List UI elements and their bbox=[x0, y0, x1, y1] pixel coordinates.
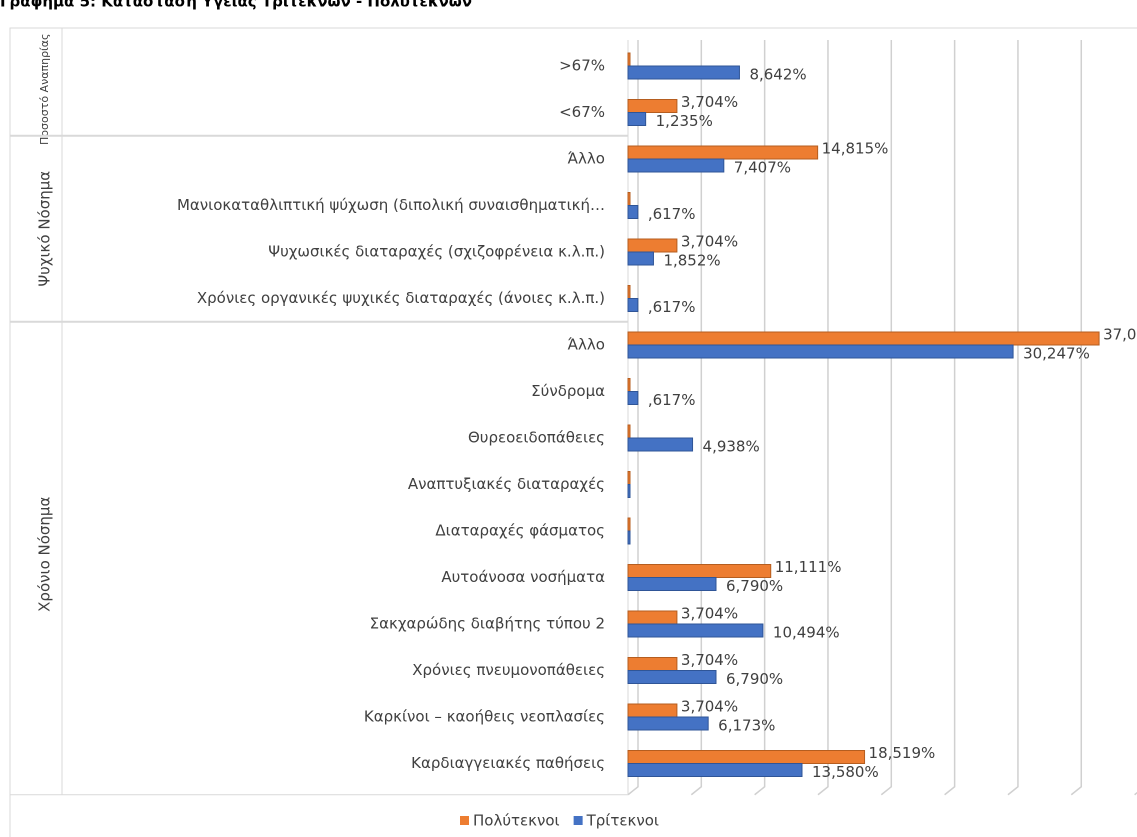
bar bbox=[627, 145, 819, 160]
data-label: 30,247% bbox=[1023, 345, 1090, 363]
category-label: Καρδιαγγειακές παθήσεις bbox=[411, 754, 605, 772]
legend-swatch bbox=[573, 816, 583, 825]
category-label: Αυτοάνοσα νοσήματα bbox=[441, 568, 605, 586]
data-label: 6,790% bbox=[726, 670, 783, 688]
category-label: Αναπτυξιακές διαταραχές bbox=[408, 475, 605, 493]
data-label: 6,790% bbox=[726, 577, 783, 595]
data-label: 3,704% bbox=[681, 233, 738, 251]
bar bbox=[627, 285, 631, 299]
category-label: <67% bbox=[559, 103, 605, 121]
bar bbox=[627, 424, 631, 439]
grid-line bbox=[1070, 40, 1083, 796]
bar bbox=[627, 763, 803, 777]
legend-swatch bbox=[460, 816, 469, 825]
chart-title: Γράφημα 5: Κατάσταση Υγείας Τρίτεκνων - … bbox=[0, 0, 472, 11]
category-label: Θυρεοειδοπάθειες bbox=[468, 429, 605, 447]
data-label: 14,815% bbox=[822, 140, 889, 158]
bar bbox=[627, 331, 1100, 346]
bar bbox=[627, 530, 631, 545]
grid-line bbox=[754, 40, 766, 796]
group-label: Ψυχικό Νόσημα bbox=[36, 171, 54, 287]
bar bbox=[627, 437, 694, 452]
bar bbox=[627, 99, 678, 113]
data-label: 13,580% bbox=[812, 763, 879, 781]
legend-label: Πολύτεκνοι bbox=[473, 812, 560, 830]
bar bbox=[627, 205, 639, 219]
category-label: Άλλο bbox=[568, 336, 605, 354]
category-label: Άλλο bbox=[568, 150, 605, 168]
bar bbox=[627, 391, 639, 405]
grid-line bbox=[880, 40, 893, 796]
category-label: Ψυχωσικές διαταραχές (σχιζοφρένεια κ.λ.π… bbox=[268, 243, 605, 261]
bar bbox=[627, 577, 717, 591]
bar bbox=[627, 623, 764, 638]
grid-line bbox=[627, 40, 639, 796]
bar bbox=[627, 65, 740, 80]
bar bbox=[627, 471, 631, 485]
data-label: 11,111% bbox=[775, 558, 842, 576]
bar bbox=[627, 112, 647, 126]
bar bbox=[627, 192, 631, 206]
data-label: ,617% bbox=[648, 298, 696, 316]
bar bbox=[627, 298, 639, 312]
data-label: ,617% bbox=[648, 391, 696, 409]
category-label: Χρόνιες οργανικές ψυχικές διαταραχές (άν… bbox=[197, 289, 605, 307]
chart-frame bbox=[9, 27, 1137, 837]
data-label: 1,852% bbox=[663, 252, 720, 270]
bar bbox=[627, 517, 631, 532]
category-label: Σύνδρομα bbox=[531, 382, 605, 400]
legend-label: Τρίτεκνοι bbox=[586, 812, 659, 830]
category-label: Χρόνιες πνευμονοπάθειες bbox=[412, 661, 605, 679]
bar bbox=[627, 657, 678, 671]
group-label: Χρόνιο Νόσημα bbox=[36, 497, 54, 612]
bar bbox=[627, 484, 631, 498]
data-label: 7,407% bbox=[734, 159, 791, 177]
bar bbox=[627, 378, 631, 392]
bar bbox=[627, 716, 709, 731]
category-label: Μανιοκαταθλιπτική ψύχωση (διπολική συναι… bbox=[177, 196, 605, 214]
data-label: 18,519% bbox=[869, 744, 936, 762]
category-label: Σακχαρώδης διαβήτης τύπου 2 bbox=[370, 615, 605, 633]
grid-line bbox=[1007, 40, 1019, 796]
grid-line bbox=[944, 40, 956, 796]
bar bbox=[627, 610, 678, 625]
bar bbox=[627, 251, 654, 266]
data-label: 3,704% bbox=[681, 605, 738, 623]
data-label: 1,235% bbox=[656, 112, 713, 130]
bar bbox=[627, 344, 1014, 359]
data-label: 3,704% bbox=[681, 698, 738, 716]
data-label: 37,037% bbox=[1103, 326, 1137, 344]
data-label: 8,642% bbox=[749, 66, 806, 84]
bar bbox=[627, 52, 631, 67]
group-label: Ποσοστό Αναπηρίας bbox=[38, 34, 51, 145]
category-label: Καρκίνοι – καοήθεις νεοπλασίες bbox=[364, 708, 605, 726]
bar bbox=[627, 564, 772, 578]
bar bbox=[627, 750, 866, 764]
category-label: Διαταραχές φάσματος bbox=[435, 522, 605, 540]
bar bbox=[627, 703, 678, 718]
data-label: ,617% bbox=[648, 205, 696, 223]
data-label: 6,173% bbox=[718, 717, 775, 735]
grid-line bbox=[690, 40, 703, 796]
grid-line bbox=[817, 40, 829, 796]
data-label: 3,704% bbox=[681, 93, 738, 111]
data-label: 10,494% bbox=[773, 624, 840, 642]
bar bbox=[627, 158, 725, 173]
bar bbox=[627, 238, 678, 253]
bar bbox=[627, 670, 717, 684]
category-label: >67% bbox=[559, 57, 605, 75]
data-label: 4,938% bbox=[703, 438, 760, 456]
data-label: 3,704% bbox=[681, 651, 738, 669]
